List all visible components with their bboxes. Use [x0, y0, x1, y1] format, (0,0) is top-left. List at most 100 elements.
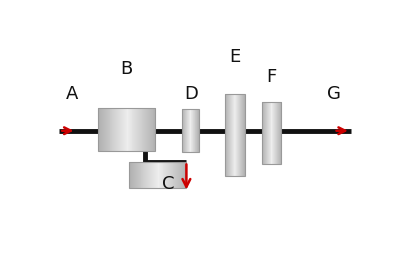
- Bar: [140, 162, 142, 188]
- Bar: [152, 162, 153, 188]
- Bar: [187, 109, 188, 152]
- Bar: [187, 109, 188, 152]
- Bar: [171, 162, 172, 188]
- Bar: [132, 108, 134, 151]
- Bar: [277, 102, 278, 164]
- Bar: [149, 162, 150, 188]
- Bar: [143, 108, 144, 151]
- Bar: [150, 162, 151, 188]
- Bar: [107, 108, 108, 151]
- Bar: [193, 109, 194, 152]
- Bar: [262, 102, 263, 164]
- Bar: [154, 108, 156, 151]
- Bar: [152, 108, 153, 151]
- Bar: [179, 162, 180, 188]
- Bar: [280, 102, 281, 164]
- Bar: [141, 108, 142, 151]
- Bar: [190, 109, 191, 152]
- Bar: [183, 109, 184, 152]
- Bar: [229, 94, 230, 176]
- Bar: [115, 108, 116, 151]
- Bar: [244, 94, 245, 176]
- Bar: [195, 109, 196, 152]
- Bar: [137, 162, 138, 188]
- Bar: [139, 162, 140, 188]
- Bar: [124, 108, 125, 151]
- Bar: [98, 108, 99, 151]
- Bar: [184, 109, 185, 152]
- Bar: [279, 102, 280, 164]
- Bar: [243, 94, 244, 176]
- Bar: [164, 162, 166, 188]
- Bar: [138, 108, 140, 151]
- Bar: [277, 102, 278, 164]
- Bar: [108, 108, 110, 151]
- Bar: [134, 162, 135, 188]
- Bar: [276, 102, 277, 164]
- Bar: [196, 109, 197, 152]
- Bar: [125, 108, 126, 151]
- Bar: [195, 109, 196, 152]
- Bar: [177, 162, 178, 188]
- Bar: [166, 162, 168, 188]
- Bar: [145, 108, 146, 151]
- Bar: [182, 162, 183, 188]
- Bar: [240, 94, 241, 176]
- Bar: [105, 108, 106, 151]
- Bar: [155, 162, 156, 188]
- Bar: [244, 94, 245, 176]
- Bar: [145, 162, 146, 188]
- Bar: [106, 108, 107, 151]
- Bar: [233, 94, 234, 176]
- Bar: [184, 162, 185, 188]
- Bar: [148, 162, 150, 188]
- Bar: [157, 162, 158, 188]
- Bar: [268, 102, 269, 164]
- Bar: [276, 102, 277, 164]
- Bar: [262, 102, 263, 164]
- Bar: [230, 94, 231, 176]
- Bar: [279, 102, 280, 164]
- Bar: [182, 162, 184, 188]
- Bar: [263, 102, 264, 164]
- Bar: [142, 162, 144, 188]
- Text: G: G: [327, 85, 340, 103]
- Bar: [225, 94, 226, 176]
- Bar: [270, 102, 271, 164]
- Bar: [134, 108, 136, 151]
- Bar: [165, 162, 167, 188]
- Bar: [175, 162, 176, 188]
- Bar: [228, 94, 229, 176]
- Bar: [132, 162, 133, 188]
- Bar: [116, 108, 118, 151]
- Bar: [150, 108, 151, 151]
- Bar: [240, 94, 241, 176]
- Bar: [127, 108, 128, 151]
- Text: E: E: [229, 48, 240, 66]
- Bar: [229, 94, 230, 176]
- Bar: [119, 108, 120, 151]
- Bar: [231, 94, 232, 176]
- Bar: [224, 94, 245, 176]
- Bar: [198, 109, 199, 152]
- Bar: [195, 109, 196, 152]
- Bar: [239, 94, 240, 176]
- Bar: [133, 162, 134, 188]
- Bar: [235, 94, 236, 176]
- Bar: [266, 102, 267, 164]
- Bar: [224, 94, 225, 176]
- Bar: [162, 162, 163, 188]
- Bar: [188, 109, 189, 152]
- Bar: [174, 162, 175, 188]
- Bar: [274, 102, 275, 164]
- Bar: [230, 94, 231, 176]
- Bar: [144, 162, 146, 188]
- Bar: [189, 109, 190, 152]
- Bar: [242, 94, 243, 176]
- Bar: [153, 162, 154, 188]
- Bar: [243, 94, 244, 176]
- Bar: [156, 162, 157, 188]
- Bar: [137, 108, 138, 151]
- Bar: [140, 108, 141, 151]
- Bar: [128, 108, 129, 151]
